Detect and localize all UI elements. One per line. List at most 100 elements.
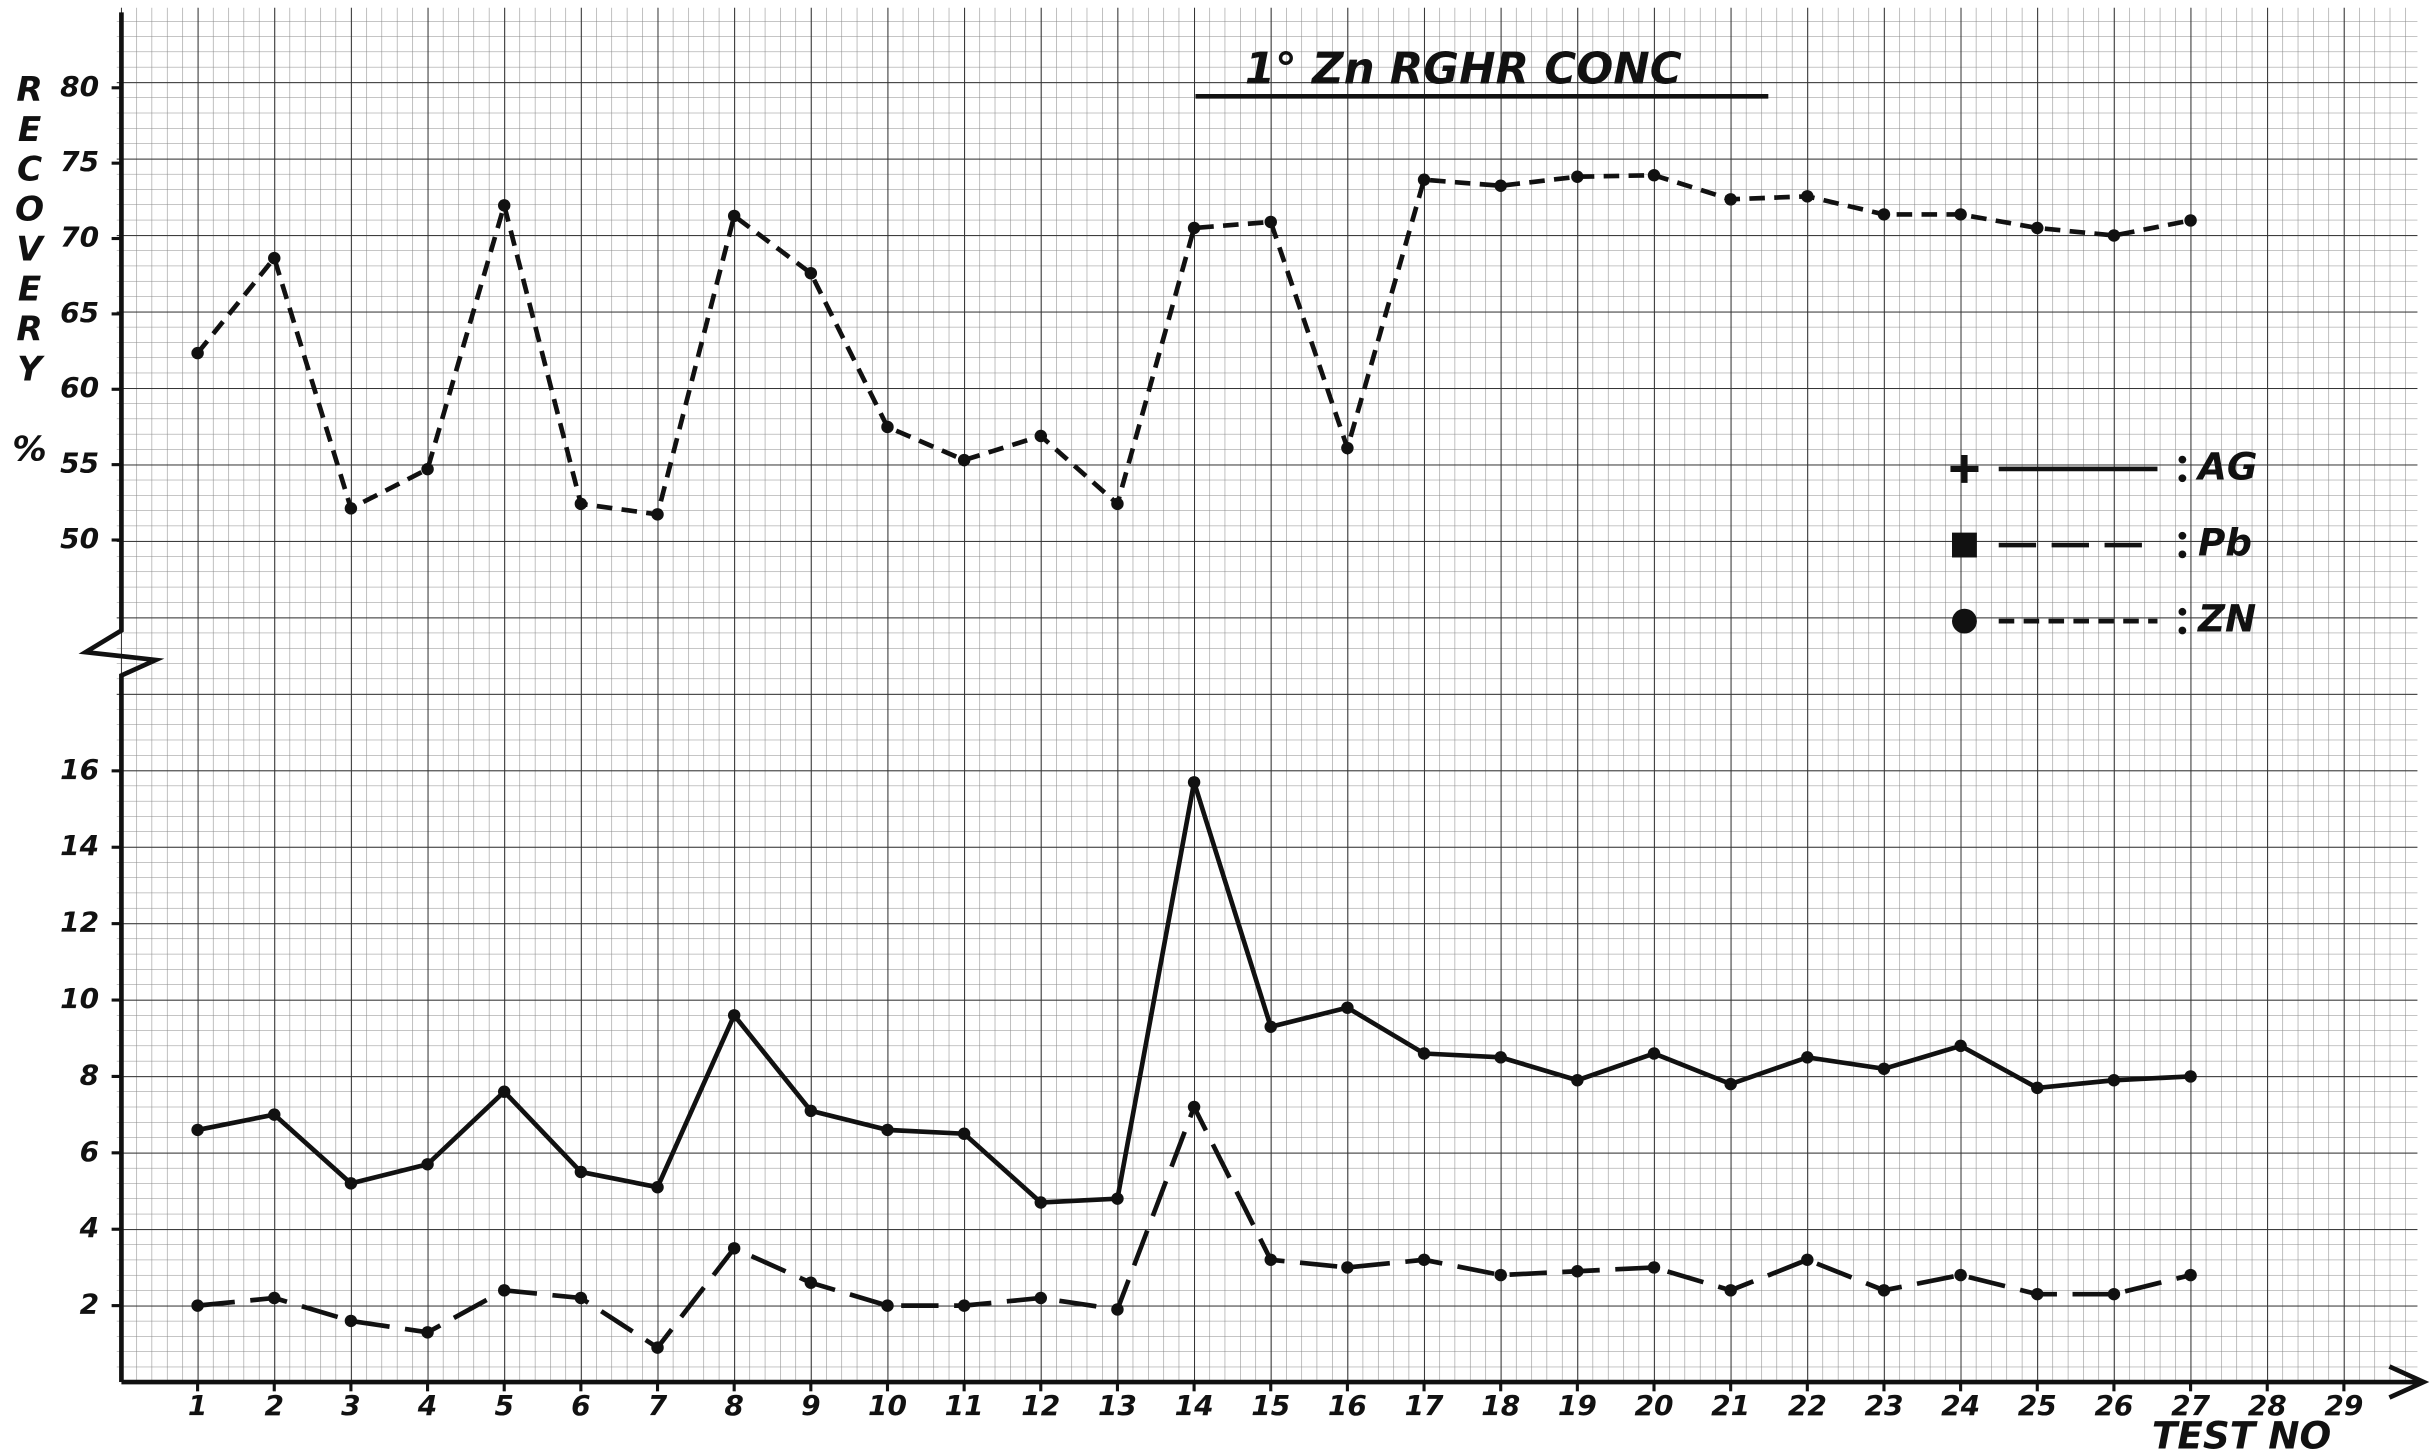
data-point	[2108, 1288, 2120, 1300]
data-point	[1035, 430, 1047, 442]
data-point	[805, 267, 817, 279]
y-tick-label: 12	[60, 906, 99, 939]
data-point	[651, 1341, 663, 1353]
data-point	[1035, 1292, 1047, 1304]
data-point	[1188, 776, 1200, 788]
data-point	[651, 508, 663, 520]
legend-marker	[1952, 609, 1977, 634]
legend-colon	[2178, 550, 2186, 558]
data-point	[2031, 1082, 2043, 1094]
data-point	[1648, 1047, 1660, 1059]
legend-colon	[2178, 532, 2186, 540]
chart-title: 1° Zn RGHR CONC	[1245, 44, 1682, 94]
x-tick-label: 10	[868, 1389, 907, 1422]
x-tick-label: 19	[1558, 1389, 1597, 1422]
y-tick-label: 50	[60, 522, 99, 555]
data-point	[1878, 1063, 1890, 1075]
data-point	[1724, 1078, 1736, 1090]
data-point	[1954, 1040, 1966, 1052]
x-tick-label: 12	[1021, 1389, 1060, 1422]
x-tick-label: 8	[724, 1389, 743, 1422]
legend-label: AG	[2195, 444, 2258, 488]
y-tick-label: 80	[60, 70, 99, 103]
y-tick-label: 2	[80, 1288, 99, 1321]
y-tick-label: 4	[79, 1211, 99, 1244]
y-axis-label: RECOVERY %	[9, 70, 49, 470]
x-tick-label: 27	[2171, 1389, 2211, 1422]
data-point	[191, 347, 203, 359]
x-tick-label: 14	[1175, 1389, 1214, 1422]
x-tick-label: 9	[801, 1389, 820, 1422]
data-point	[1494, 180, 1506, 192]
data-point	[1111, 498, 1123, 510]
data-point	[805, 1105, 817, 1117]
data-point	[498, 1086, 510, 1098]
data-point	[268, 252, 280, 264]
data-point	[2184, 1269, 2196, 1281]
x-tick-label: 17	[1405, 1389, 1445, 1422]
data-point	[1418, 1047, 1430, 1059]
data-point	[958, 1299, 970, 1311]
x-tick-label: 18	[1481, 1389, 1520, 1422]
x-tick-label: 4	[417, 1389, 437, 1422]
legend-colon	[2178, 474, 2186, 482]
x-tick-label: 11	[945, 1389, 984, 1422]
legend-colon	[2178, 627, 2186, 635]
data-point	[1341, 1001, 1353, 1013]
graph-paper-major	[117, 8, 2418, 1382]
data-point	[421, 1326, 433, 1338]
legend-colon	[2178, 456, 2186, 464]
data-point	[1801, 1254, 1813, 1266]
chart: 1° Zn RGHR CONC RECOVERY % TEST NO 50556…	[0, 0, 2433, 1455]
y-tick-label: 65	[60, 296, 99, 329]
x-tick-label: 3	[341, 1389, 360, 1422]
data-point	[1265, 1254, 1277, 1266]
data-point	[881, 1299, 893, 1311]
legend-colon	[2178, 608, 2186, 616]
data-point	[1648, 169, 1660, 181]
data-point	[958, 454, 970, 466]
data-point	[268, 1292, 280, 1304]
data-point	[1648, 1261, 1660, 1273]
x-tick-label: 26	[2094, 1389, 2133, 1422]
data-point	[345, 1177, 357, 1189]
x-tick-label: 1	[188, 1389, 207, 1422]
data-point	[498, 1284, 510, 1296]
data-point	[651, 1181, 663, 1193]
y-tick-label: 60	[60, 371, 99, 404]
x-tick-label: 6	[571, 1389, 590, 1422]
data-point	[1035, 1196, 1047, 1208]
data-point	[2031, 222, 2043, 234]
data-point	[2031, 1288, 2043, 1300]
data-point	[2108, 1074, 2120, 1086]
data-point	[1878, 1284, 1890, 1296]
x-tick-label: 24	[1941, 1389, 1980, 1422]
data-point	[805, 1276, 817, 1288]
x-tick-label: 7	[648, 1389, 668, 1422]
data-point	[728, 1009, 740, 1021]
data-point	[1188, 1101, 1200, 1113]
legend-label: ZN	[2197, 597, 2256, 641]
legend-marker	[1952, 533, 1977, 558]
x-tick-label: 13	[1098, 1389, 1137, 1422]
data-point	[958, 1128, 970, 1140]
data-point	[1801, 1051, 1813, 1063]
data-point	[1954, 1269, 1966, 1281]
data-point	[1571, 171, 1583, 183]
y-tick-label: 75	[60, 145, 99, 178]
data-point	[881, 421, 893, 433]
data-point	[1111, 1192, 1123, 1204]
y-tick-label: 14	[60, 829, 99, 862]
y-tick-label: 8	[80, 1058, 99, 1091]
x-tick-label: 2	[265, 1389, 284, 1422]
data-point	[728, 1242, 740, 1254]
x-tick-label: 23	[1864, 1389, 1903, 1422]
y-tick-label: 16	[60, 753, 99, 786]
data-point	[1571, 1074, 1583, 1086]
data-point	[1341, 1261, 1353, 1273]
data-point	[1111, 1303, 1123, 1315]
x-tick-label: 22	[1788, 1389, 1827, 1422]
data-point	[1265, 1021, 1277, 1033]
data-point	[2184, 214, 2196, 226]
data-point	[575, 1292, 587, 1304]
